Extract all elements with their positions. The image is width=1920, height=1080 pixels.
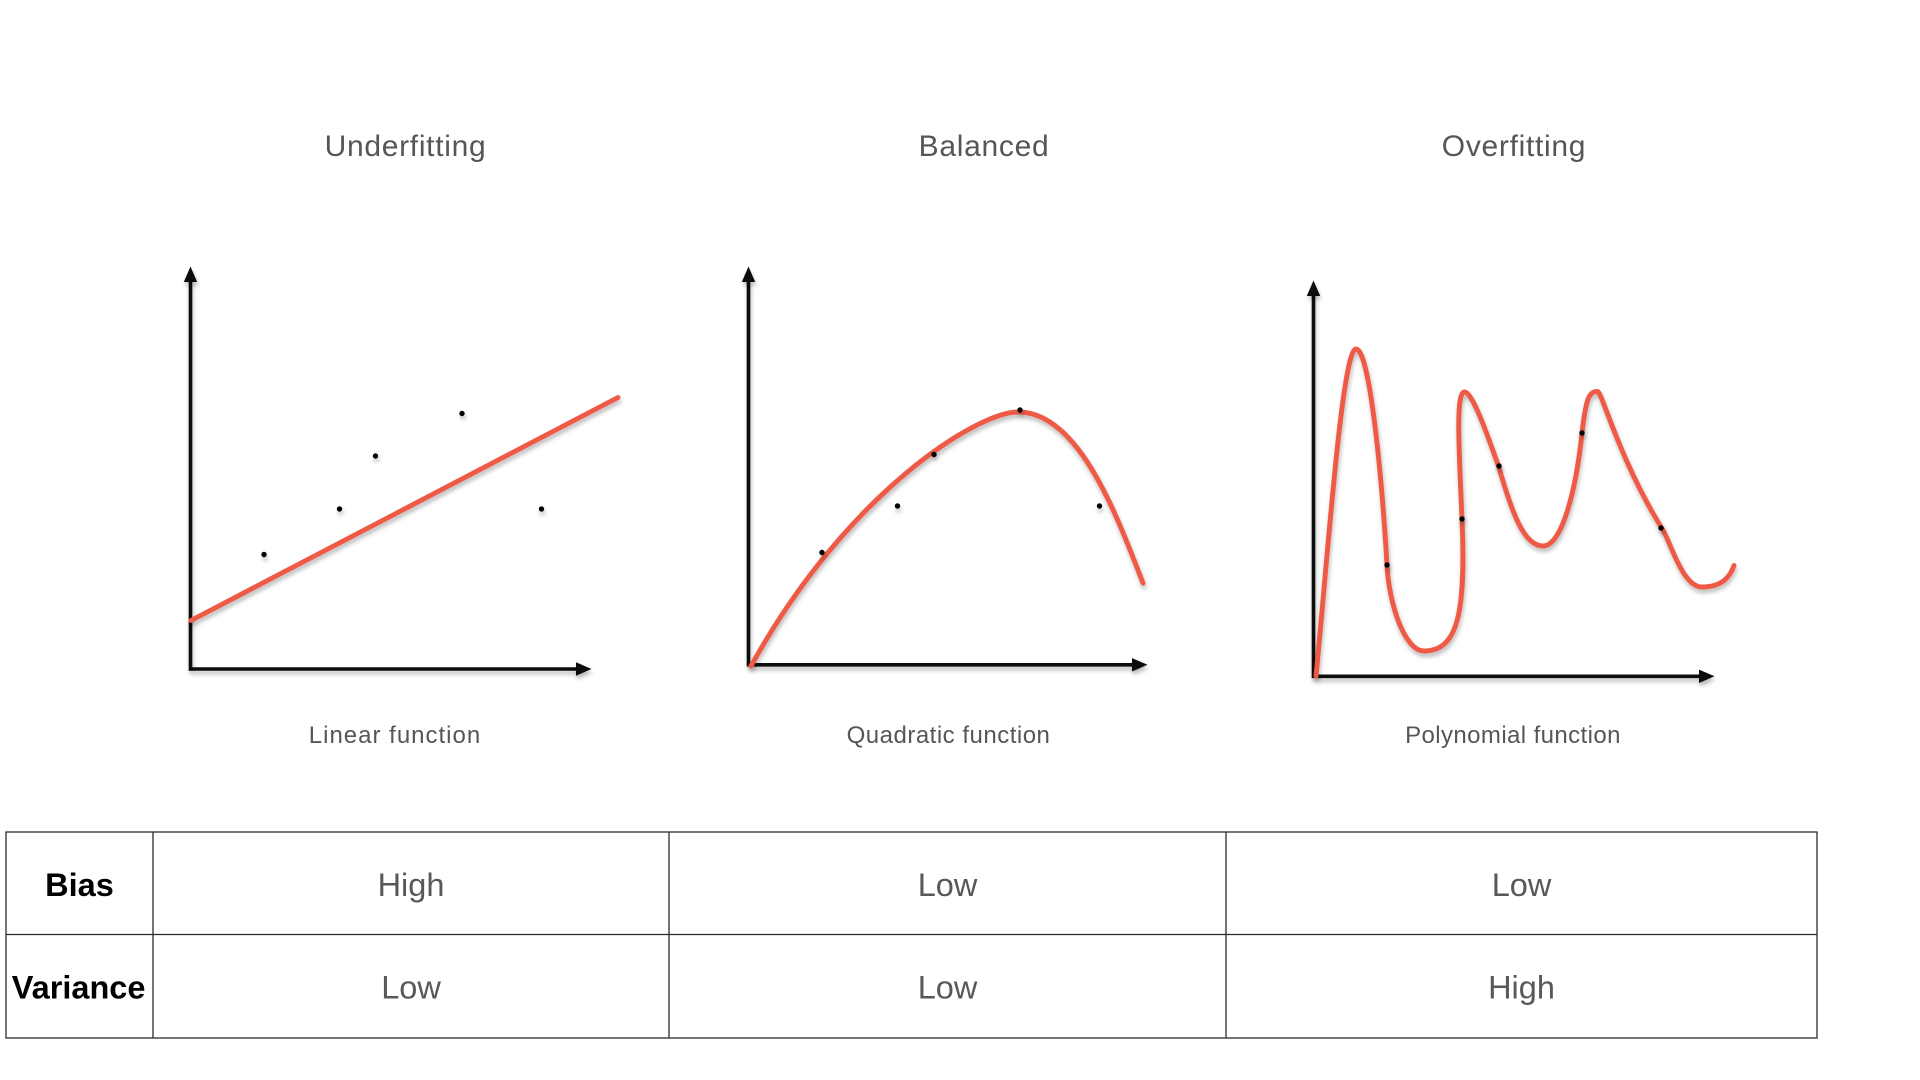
- svg-text:Linear function: Linear function: [309, 722, 481, 749]
- svg-text:Bias: Bias: [45, 867, 114, 903]
- svg-text:Balanced: Balanced: [919, 130, 1050, 163]
- svg-text:Underfitting: Underfitting: [325, 130, 487, 163]
- svg-text:Overfitting: Overfitting: [1442, 130, 1586, 163]
- svg-text:Low: Low: [381, 970, 441, 1006]
- svg-text:Quadratic function: Quadratic function: [847, 722, 1051, 749]
- svg-text:Variance: Variance: [12, 970, 146, 1006]
- svg-text:Low: Low: [1492, 867, 1552, 903]
- svg-text:Low: Low: [918, 970, 978, 1006]
- svg-text:Polynomial function: Polynomial function: [1405, 722, 1621, 749]
- svg-text:Low: Low: [918, 867, 978, 903]
- svg-text:High: High: [1488, 970, 1555, 1006]
- svg-text:High: High: [378, 867, 445, 903]
